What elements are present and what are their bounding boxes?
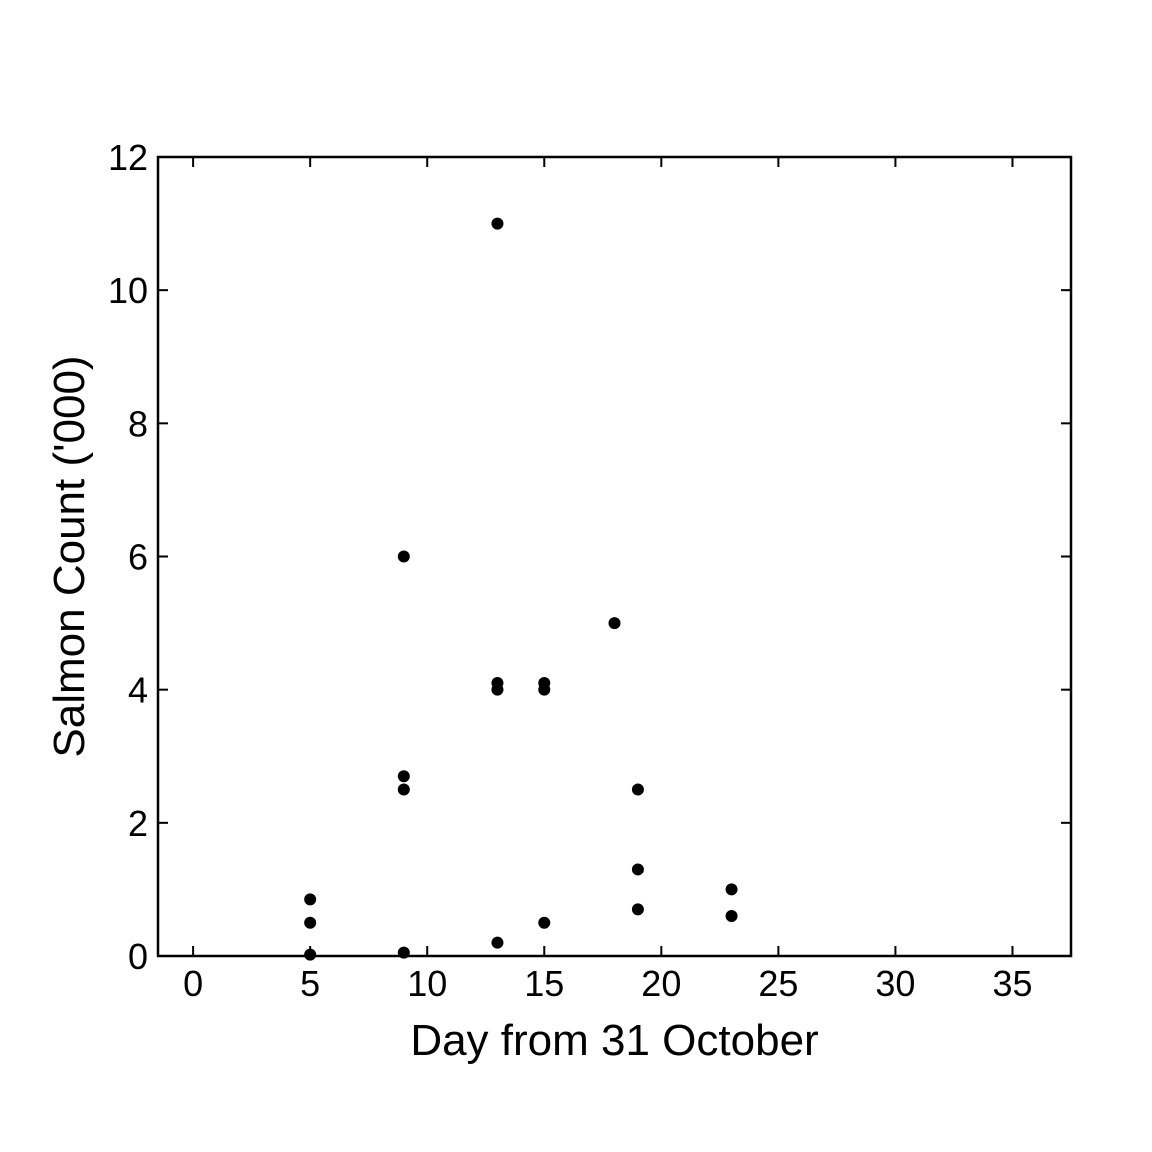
y-tick-label: 12 [108,137,148,178]
y-tick-label: 10 [108,270,148,311]
data-point [304,893,317,906]
x-tick-label: 5 [300,963,320,1004]
data-point [631,783,644,796]
data-point [538,916,551,929]
data-point [608,617,621,630]
x-tick-label: 20 [641,963,681,1004]
data-point [397,783,410,796]
x-tick-label: 35 [992,963,1032,1004]
x-axis-ticks: 0 5 10 15 20 25 30 35 [183,157,1032,1004]
data-points [304,217,738,961]
y-tick-label: 8 [128,403,148,444]
x-tick-label: 0 [183,963,203,1004]
data-point [397,770,410,783]
x-tick-label: 15 [524,963,564,1004]
data-point [725,910,738,923]
plot-frame [156,155,1073,958]
data-point [491,936,504,949]
data-point [491,217,504,230]
y-axis-ticks: 0 2 4 6 8 10 12 [108,137,1071,977]
x-tick-label: 10 [407,963,447,1004]
y-tick-label: 6 [128,537,148,578]
data-point [725,883,738,896]
y-axis-label: Salmon Count ('000) [45,355,94,757]
x-tick-label: 25 [758,963,798,1004]
y-tick-label: 2 [128,803,148,844]
data-point [631,863,644,876]
y-tick-label: 4 [128,670,148,711]
data-point [631,903,644,916]
x-tick-label: 30 [875,963,915,1004]
data-point [491,683,504,696]
data-point [538,683,551,696]
data-point [397,550,410,563]
data-point [304,916,317,929]
data-point [304,948,317,961]
y-tick-label: 0 [128,936,148,977]
x-axis-label: Day from 31 October [410,1016,818,1065]
